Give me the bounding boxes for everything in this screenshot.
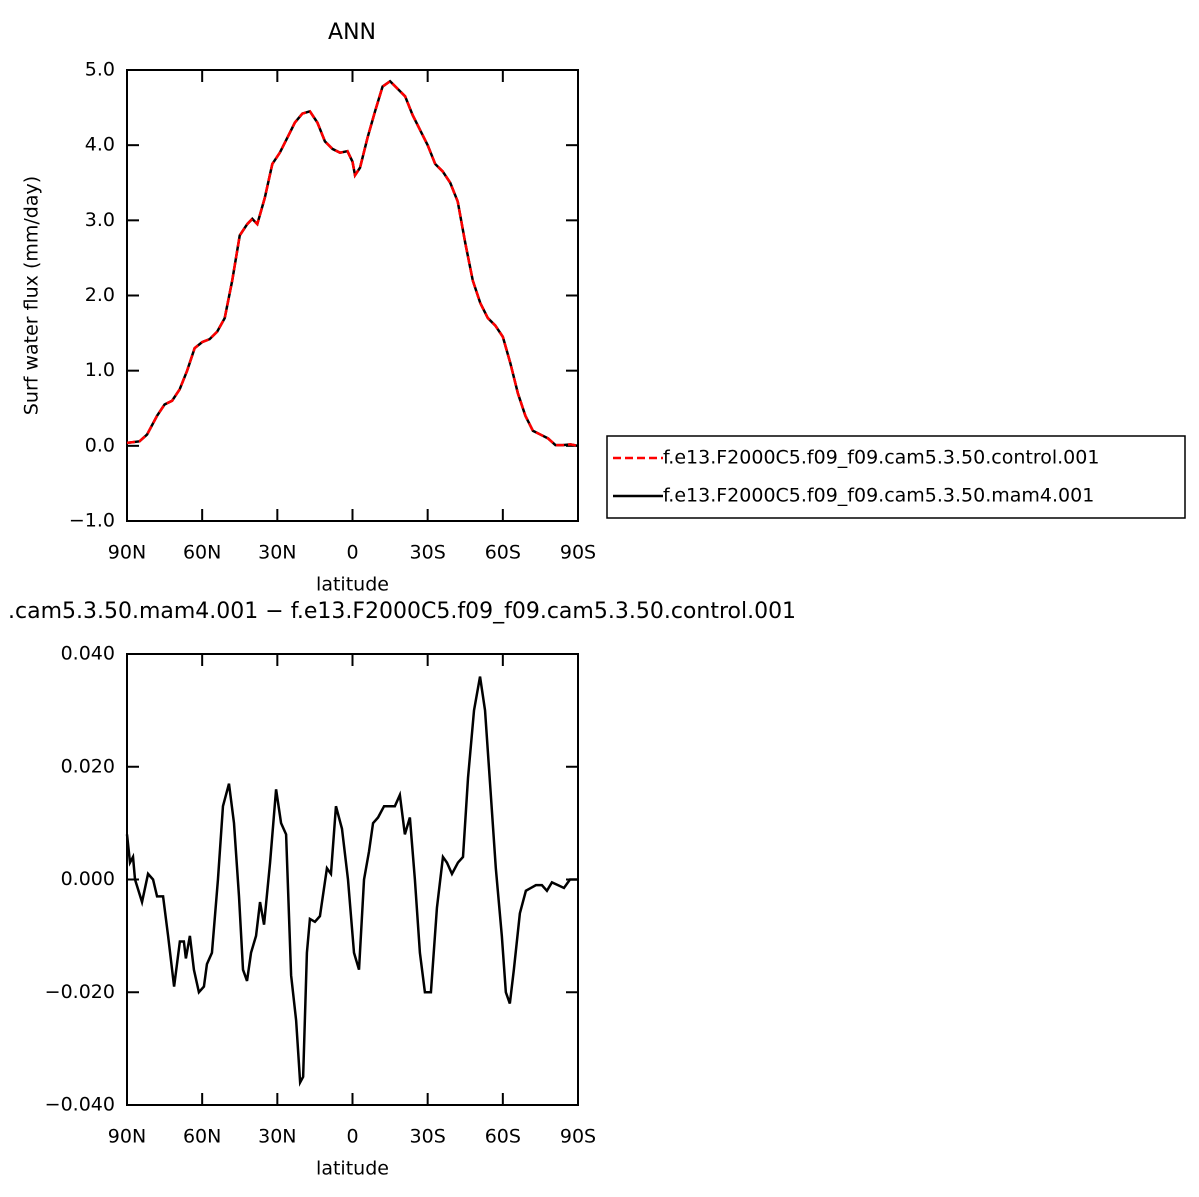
y-tick-label: 0.000: [61, 868, 115, 890]
legend-box: [606, 435, 1186, 519]
x-tick-label: 60N: [183, 1126, 221, 1148]
x-tick-label: 0: [346, 542, 358, 564]
x-tick-label: 30N: [258, 542, 296, 564]
y-tick-label: −0.040: [45, 1094, 115, 1116]
y-tick-label: 4.0: [85, 134, 115, 156]
x-tick-label: 0: [346, 1126, 358, 1148]
chart-title: .cam5.3.50.mam4.001 − f.e13.F2000C5.f09_…: [8, 599, 796, 624]
data-line: [126, 79, 579, 448]
x-tick-label: 90S: [560, 1126, 596, 1148]
legend-label: f.e13.F2000C5.f09_f09.cam5.3.50.mam4.001: [663, 485, 1094, 507]
x-tick-label: 60N: [183, 542, 221, 564]
x-tick-label: 30S: [410, 1126, 446, 1148]
x-tick-label: 60S: [485, 542, 521, 564]
data-line: [126, 79, 579, 448]
y-tick-label: 3.0: [85, 209, 115, 231]
x-tick-label: 30S: [410, 542, 446, 564]
x-tick-label: 90N: [108, 542, 146, 564]
x-tick-label: 90S: [560, 542, 596, 564]
x-axis-label: latitude: [316, 1158, 389, 1180]
x-tick-label: 60S: [485, 1126, 521, 1148]
x-axis-label: latitude: [316, 574, 389, 596]
y-tick-label: −0.020: [45, 981, 115, 1003]
chart-title: ANN: [328, 20, 376, 45]
y-tick-label: 0.040: [61, 643, 115, 665]
x-tick-label: 30N: [258, 1126, 296, 1148]
plot-frame: [126, 653, 579, 1106]
y-tick-label: −1.0: [69, 510, 115, 532]
y-axis-label: Surf water flux (mm/day): [21, 176, 43, 415]
legend-label: f.e13.F2000C5.f09_f09.cam5.3.50.control.…: [663, 447, 1099, 469]
y-tick-label: 0.020: [61, 755, 115, 777]
y-tick-label: 1.0: [85, 359, 115, 381]
y-tick-label: 0.0: [85, 434, 115, 456]
x-tick-label: 90N: [108, 1126, 146, 1148]
data-line: [125, 676, 578, 1087]
y-tick-label: 5.0: [85, 59, 115, 81]
y-tick-label: 2.0: [85, 284, 115, 306]
plot-frame: [126, 69, 579, 522]
